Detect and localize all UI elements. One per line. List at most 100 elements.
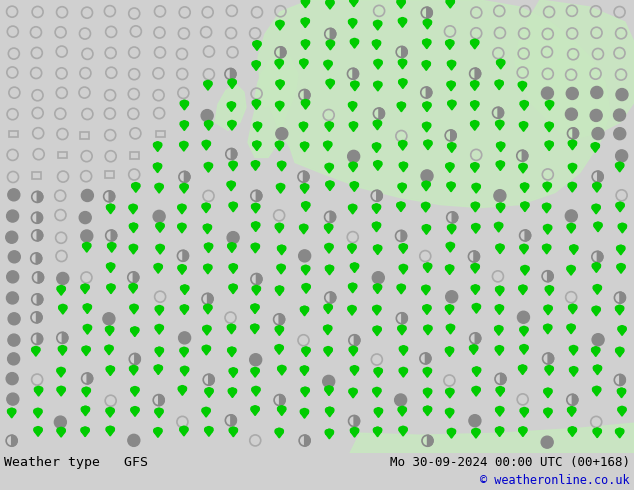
Circle shape (155, 306, 160, 311)
Polygon shape (203, 145, 210, 150)
Circle shape (325, 244, 329, 248)
Circle shape (352, 182, 356, 186)
Wedge shape (304, 90, 310, 100)
Circle shape (374, 143, 378, 147)
Polygon shape (497, 147, 504, 152)
Ellipse shape (82, 390, 90, 393)
Circle shape (233, 265, 238, 269)
Circle shape (304, 409, 309, 414)
Ellipse shape (592, 349, 600, 353)
Polygon shape (181, 310, 188, 315)
Circle shape (498, 120, 502, 124)
Circle shape (523, 266, 527, 270)
Circle shape (178, 386, 183, 391)
Circle shape (622, 326, 626, 331)
Circle shape (153, 428, 158, 433)
Ellipse shape (616, 430, 623, 434)
Circle shape (304, 367, 309, 371)
Circle shape (59, 305, 63, 310)
Circle shape (427, 20, 432, 24)
Circle shape (375, 326, 379, 330)
Ellipse shape (569, 166, 576, 170)
Circle shape (229, 285, 233, 289)
Ellipse shape (205, 165, 212, 169)
Circle shape (204, 244, 209, 248)
Ellipse shape (424, 22, 431, 25)
Circle shape (447, 183, 451, 187)
Circle shape (450, 40, 454, 45)
Polygon shape (350, 126, 357, 131)
Circle shape (281, 246, 286, 250)
Circle shape (231, 427, 236, 432)
Polygon shape (592, 147, 599, 152)
Bar (9, 131, 18, 137)
Circle shape (299, 225, 304, 229)
Circle shape (621, 246, 625, 250)
Circle shape (401, 368, 406, 372)
Polygon shape (107, 370, 114, 375)
Circle shape (60, 345, 65, 350)
Ellipse shape (349, 124, 358, 128)
Circle shape (574, 245, 578, 250)
Bar (81, 132, 89, 139)
Circle shape (306, 266, 310, 270)
Circle shape (545, 286, 550, 291)
Circle shape (276, 184, 281, 189)
Circle shape (182, 265, 186, 270)
Circle shape (83, 284, 87, 289)
Polygon shape (424, 107, 430, 112)
Circle shape (424, 122, 429, 127)
Polygon shape (470, 349, 477, 354)
Circle shape (373, 388, 377, 392)
Circle shape (281, 265, 285, 270)
Circle shape (522, 202, 527, 206)
Circle shape (281, 366, 286, 370)
Circle shape (374, 222, 378, 226)
Circle shape (81, 428, 86, 432)
Circle shape (253, 368, 257, 372)
Circle shape (83, 406, 87, 411)
Circle shape (325, 164, 330, 169)
Circle shape (180, 122, 184, 126)
Circle shape (594, 223, 598, 227)
Circle shape (522, 326, 526, 331)
Polygon shape (350, 351, 357, 356)
Ellipse shape (180, 186, 188, 190)
Polygon shape (374, 432, 381, 437)
Ellipse shape (471, 123, 479, 126)
Circle shape (204, 81, 208, 86)
Circle shape (548, 325, 552, 329)
Circle shape (278, 183, 283, 188)
Circle shape (547, 183, 552, 187)
Circle shape (497, 345, 501, 350)
Polygon shape (349, 24, 356, 28)
Circle shape (325, 122, 330, 127)
Ellipse shape (351, 430, 358, 434)
Circle shape (497, 80, 501, 84)
Circle shape (372, 41, 377, 45)
Circle shape (519, 286, 523, 290)
Circle shape (446, 163, 450, 168)
Circle shape (32, 347, 36, 352)
Polygon shape (521, 105, 528, 110)
Polygon shape (82, 392, 90, 397)
Circle shape (427, 368, 432, 373)
Circle shape (302, 142, 307, 147)
Ellipse shape (521, 204, 529, 208)
Circle shape (61, 387, 65, 392)
Polygon shape (181, 125, 188, 130)
Ellipse shape (496, 122, 503, 126)
Polygon shape (84, 309, 91, 314)
Circle shape (618, 202, 623, 207)
Circle shape (181, 142, 186, 146)
Polygon shape (276, 433, 283, 438)
Circle shape (277, 141, 281, 146)
Circle shape (204, 225, 208, 229)
Ellipse shape (569, 142, 576, 146)
Circle shape (156, 428, 160, 432)
Polygon shape (472, 269, 479, 273)
Polygon shape (424, 310, 430, 315)
Circle shape (570, 182, 574, 187)
Polygon shape (448, 147, 455, 152)
Circle shape (426, 61, 430, 66)
